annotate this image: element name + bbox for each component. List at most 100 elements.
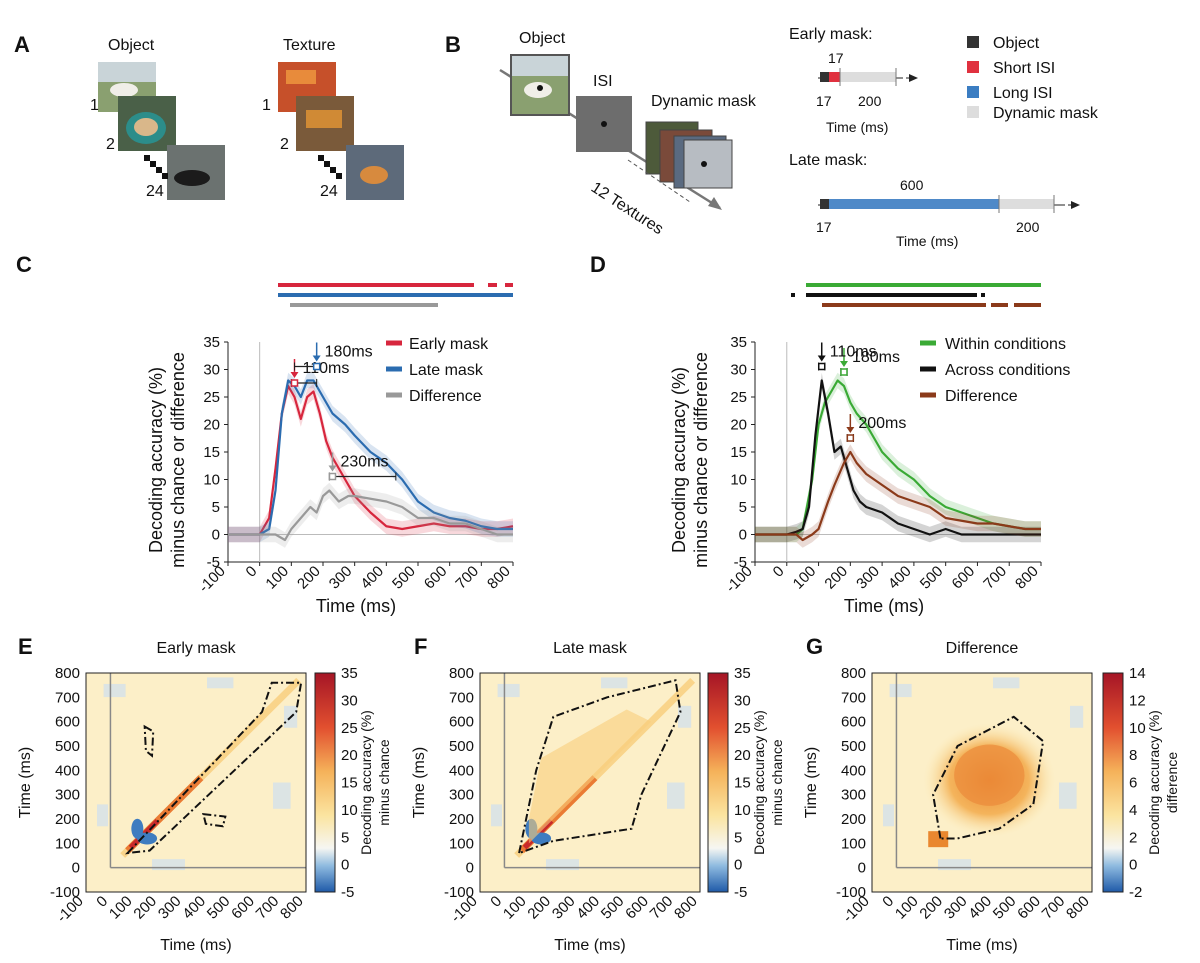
trial-object-label: Object (519, 30, 566, 47)
f-ytick-label: 200 (449, 811, 474, 828)
panel-label-a: A (14, 32, 30, 57)
f-ytick-label: 600 (449, 714, 474, 731)
early-17-bottom: 17 (816, 93, 832, 109)
d-ytick-label: -5 (734, 554, 747, 571)
e-colorbar (314, 672, 336, 893)
c-legend-late: Late mask (409, 362, 484, 379)
c-ytick-label: 35 (203, 334, 220, 351)
g-ylabel: Time (ms) (803, 747, 820, 818)
f-colorbar-tick: 20 (734, 747, 751, 764)
d-ytick-label: 15 (730, 444, 747, 461)
g-ytick-label: 500 (841, 738, 866, 755)
c-xtick-label: 0 (243, 563, 261, 581)
c-ci-band (228, 372, 513, 543)
g-xtick-label: 800 (1063, 893, 1093, 923)
c-peak-marker (290, 379, 299, 387)
c-peak-label: 230ms (341, 454, 389, 471)
f-xtick-label: 700 (647, 893, 677, 923)
e-ytick-label: 400 (55, 762, 80, 779)
e-colorbar-tick: 35 (341, 665, 358, 682)
d-ytick-label: 5 (739, 499, 747, 516)
panel-label-f: F (414, 634, 427, 659)
c-xtick-label: 100 (262, 563, 292, 593)
e-xtick-label: 800 (277, 893, 307, 923)
d-peak-marker (817, 362, 826, 371)
g-xtick-label: 600 (1014, 893, 1044, 923)
e-colorbar-tick: 0 (341, 857, 349, 874)
g-ytick-label: 200 (841, 811, 866, 828)
g-ytick-label: 400 (841, 762, 866, 779)
e-colorbar-tick: 30 (341, 692, 358, 709)
f-colorbar-tick: 35 (734, 665, 751, 682)
g-colorbar (1102, 672, 1124, 893)
e-colorbar-tick: 25 (341, 720, 358, 737)
f-colorbar-tick: 30 (734, 692, 751, 709)
e-ytick-label: 800 (55, 665, 80, 682)
f-xlabel: Time (ms) (554, 937, 625, 954)
f-ytick-label: -100 (444, 884, 474, 901)
panel-c: C Decoding accuracy (%) minus chance or … (16, 252, 514, 616)
f-ytick-label: 700 (449, 689, 474, 706)
d-xtick-label: -100 (723, 563, 756, 596)
d-legend-within: Within conditions (945, 336, 1066, 353)
panel-d: D Decoding accuracy (%) minus chance or … (590, 252, 1070, 616)
c-ytick-label: 0 (212, 527, 220, 544)
panel-e: E Early mask -100-1000010010020020030030… (17, 634, 392, 954)
c-xtick-label: 800 (484, 563, 514, 593)
g-colorbar-label-2: difference (1164, 752, 1180, 813)
e-ylabel: Time (ms) (17, 747, 34, 818)
e-ytick-label: 0 (72, 860, 80, 877)
d-peak-label: 110ms (830, 344, 877, 361)
d-series-line (755, 379, 1041, 536)
g-xtick-label: 100 (892, 893, 922, 923)
early-isi-bar (829, 72, 840, 82)
c-peak-label: 180ms (325, 344, 373, 361)
d-legend: Within conditions Across conditions Diff… (920, 336, 1070, 405)
g-xlabel: Time (ms) (946, 937, 1017, 954)
d-xtick-label: 600 (949, 563, 979, 593)
texture-index-2: 2 (280, 136, 289, 153)
d-legend-across: Across conditions (945, 362, 1070, 379)
f-xtick-label: 300 (549, 893, 579, 923)
f-ytick-label: 100 (449, 835, 474, 852)
legend-short-isi: Short ISI (993, 60, 1055, 77)
f-colorbar-tick: 15 (734, 775, 751, 792)
d-ytick-label: 0 (739, 527, 747, 544)
g-colorbar-label-1: Decoding accuracy (%) (1146, 710, 1162, 855)
d-peak-marker (840, 368, 848, 376)
panel-label-g: G (806, 634, 823, 659)
legend-object: Object (993, 35, 1040, 52)
late-object-bar (820, 199, 829, 209)
f-significance-contour (517, 679, 682, 855)
e-title: Early mask (156, 640, 236, 657)
d-xtick-label: 0 (770, 563, 788, 581)
e-colorbar-label-1: Decoding accuracy (%) (358, 710, 374, 855)
g-colorbar-tick: 10 (1129, 720, 1146, 737)
e-ytick-label: 600 (55, 714, 80, 731)
early-mask-bar (840, 72, 896, 82)
panel-g: G Difference -100-1000010010020020030030… (803, 634, 1180, 954)
e-colorbar-tick: 15 (341, 775, 358, 792)
early-17-top: 17 (828, 50, 844, 66)
c-xlabel: Time (ms) (316, 596, 396, 616)
g-ytick-label: 0 (858, 860, 866, 877)
f-matrix-frame (479, 672, 701, 893)
f-colorbar-tick: -5 (734, 884, 747, 901)
f-colorbar-tick: 10 (734, 802, 751, 819)
late-200: 200 (1016, 219, 1040, 235)
e-matrix-frame (85, 672, 307, 893)
late-xlabel: Time (ms) (896, 233, 958, 249)
late-17: 17 (816, 219, 832, 235)
g-colorbar-tick: 6 (1129, 775, 1137, 792)
early-time-arrow (909, 74, 918, 82)
e-ytick-label: 100 (55, 835, 80, 852)
g-xtick-label: 700 (1039, 893, 1069, 923)
c-ytick-label: 10 (203, 472, 220, 489)
e-xtick-label: 100 (106, 893, 136, 923)
e-xtick-label: 500 (204, 893, 234, 923)
g-ytick-label: 300 (841, 787, 866, 804)
e-colorbar-tick: -5 (341, 884, 354, 901)
e-significance-contour (124, 681, 303, 855)
late-mask-bar (999, 199, 1054, 209)
c-legend-difference: Difference (409, 388, 482, 405)
